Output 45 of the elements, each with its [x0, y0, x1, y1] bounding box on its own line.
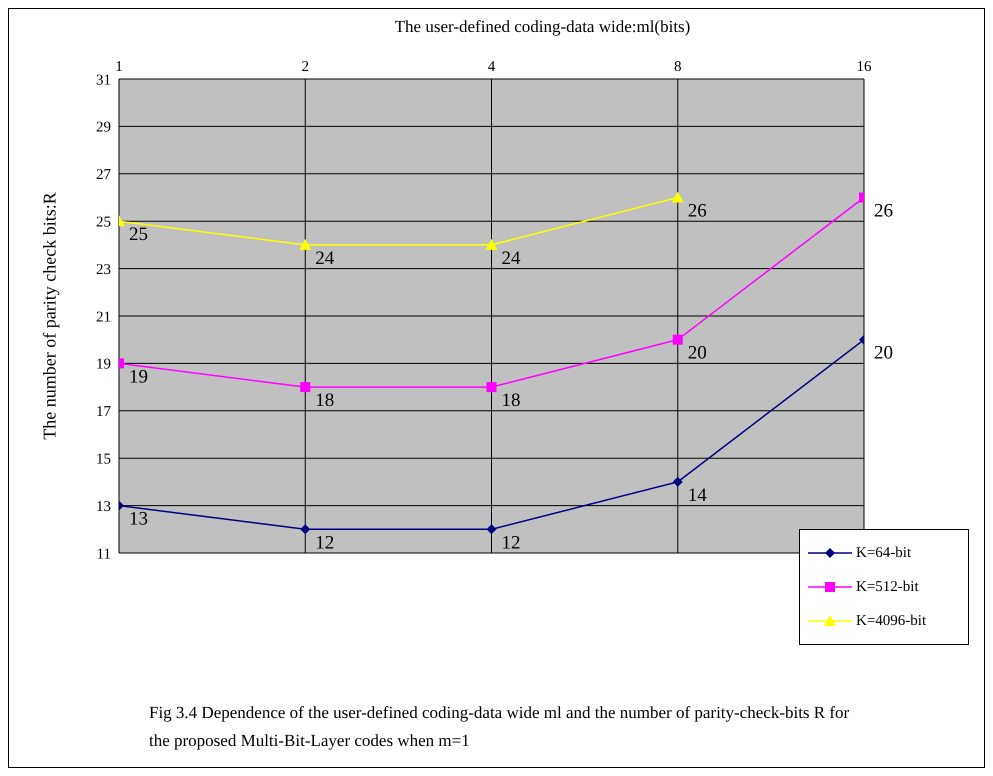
data-label: 12 [502, 532, 520, 554]
point [672, 192, 684, 202]
data-label: 24 [315, 248, 335, 269]
y-tick-label: 13 [96, 498, 111, 515]
point [672, 334, 683, 345]
y-tick-label: 31 [96, 72, 111, 88]
data-label: 20 [688, 342, 707, 364]
y-tick-label: 21 [96, 309, 111, 326]
y-tick-label: 19 [96, 356, 111, 373]
data-label: 26 [874, 200, 893, 222]
point [486, 524, 496, 534]
y-tick-label: 15 [96, 452, 111, 468]
x-tick-label: 16 [856, 59, 872, 75]
x-tick-label: 4 [488, 59, 496, 75]
y-tick-label: 17 [96, 404, 112, 420]
data-label: 12 [315, 532, 334, 554]
data-label: 25 [129, 224, 148, 246]
point [672, 476, 683, 487]
point [486, 382, 496, 392]
data-label: 19 [129, 366, 148, 388]
point [300, 524, 310, 534]
y-tick-label: 25 [96, 214, 111, 231]
data-label: 24 [502, 248, 521, 269]
data-label: 14 [688, 484, 708, 506]
data-label: 20 [874, 342, 893, 364]
data-label: 13 [129, 508, 148, 530]
point [486, 238, 498, 250]
legend-label: K=4096-bit [856, 612, 926, 630]
x-axis-title: The user-defined coding-data wide:ml(bits) [394, 17, 692, 37]
y-tick-label: 27 [96, 167, 112, 184]
x-tick-label: 2 [302, 59, 309, 75]
point [299, 238, 312, 250]
legend-label: K=512-bit [856, 578, 919, 596]
data-label: 18 [315, 390, 334, 412]
y-tick-label: 29 [96, 120, 111, 136]
y-tick-label: 11 [96, 546, 111, 562]
y-axis-title: The number of parity check bits:R [39, 192, 60, 440]
y-tick-label: 23 [96, 262, 111, 278]
x-tick-label: 1 [115, 59, 123, 75]
data-label: 26 [688, 200, 707, 222]
data-label: 18 [502, 390, 520, 412]
legend-label: K=64-bit [856, 544, 912, 562]
x-tick-label: 8 [674, 59, 682, 75]
caption: Fig 3.4 Dependence of the user-defined coding-data wide ml and the number of parity-check-bits R for the proposed Multi-Bit-Layer codes when m=1 [149, 702, 850, 752]
point [300, 382, 310, 392]
